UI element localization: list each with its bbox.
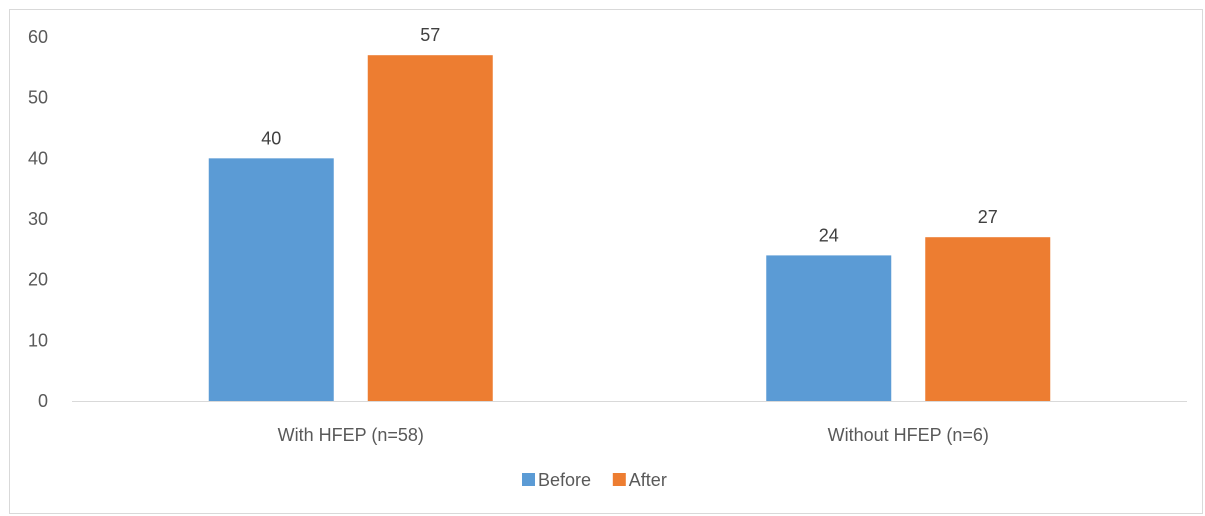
y-axis-ticks: 0 10 20 30 40 50 60: [28, 27, 48, 411]
data-labels: 40 57 24 27: [261, 25, 998, 245]
bar-after-0: [367, 55, 493, 401]
legend-label-after: After: [629, 470, 667, 490]
legend-label-before: Before: [538, 470, 591, 490]
y-tick-label: 60: [28, 27, 48, 47]
bar-before-0: [208, 158, 334, 401]
data-label: 27: [978, 207, 998, 227]
data-label: 57: [420, 25, 440, 45]
legend: Before After: [522, 470, 667, 490]
bars: [208, 55, 1051, 401]
category-label: Without HFEP (n=6): [828, 425, 989, 445]
category-label: With HFEP (n=58): [278, 425, 424, 445]
y-tick-label: 10: [28, 330, 48, 350]
legend-swatch-after: [612, 473, 626, 486]
y-tick-label: 30: [28, 209, 48, 229]
y-tick-label: 40: [28, 148, 48, 168]
bar-before-1: [766, 255, 892, 401]
data-label: 24: [819, 225, 839, 245]
data-label: 40: [261, 128, 281, 148]
category-labels: With HFEP (n=58) Without HFEP (n=6): [278, 425, 989, 445]
y-tick-label: 20: [28, 270, 48, 290]
legend-swatch-before: [522, 473, 535, 486]
bar-after-1: [925, 237, 1051, 401]
y-tick-label: 0: [38, 391, 48, 411]
y-tick-label: 50: [28, 88, 48, 108]
